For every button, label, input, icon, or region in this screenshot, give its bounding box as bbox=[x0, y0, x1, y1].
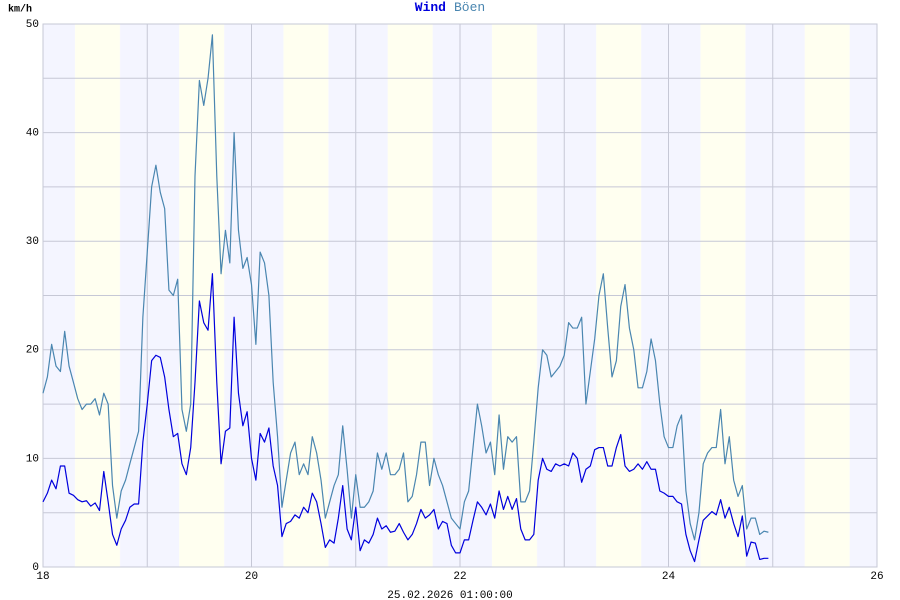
x-axis-label: 25.02.2026 01:00:00 bbox=[387, 590, 512, 600]
legend-entry: Wind bbox=[415, 0, 446, 15]
y-axis-label: km/h bbox=[8, 4, 32, 16]
x-tick-label: 26 bbox=[870, 571, 883, 583]
x-tick-label: 20 bbox=[245, 571, 258, 583]
y-tick-label: 20 bbox=[26, 345, 39, 357]
y-tick-label: 50 bbox=[26, 19, 39, 31]
y-tick-label: 10 bbox=[26, 453, 39, 465]
y-tick-label: 30 bbox=[26, 236, 39, 248]
x-tick-label: 24 bbox=[662, 571, 676, 583]
plot-frame bbox=[42, 23, 878, 568]
legend-entry: Böen bbox=[454, 0, 485, 15]
x-tick-label: 18 bbox=[36, 571, 49, 583]
series-line bbox=[42, 273, 769, 563]
legend: Wind Böen bbox=[415, 0, 485, 15]
y-tick-label: 0 bbox=[32, 562, 39, 574]
y-tick-label: 40 bbox=[26, 128, 39, 140]
series-line bbox=[42, 34, 769, 541]
x-tick-label: 22 bbox=[453, 571, 466, 583]
